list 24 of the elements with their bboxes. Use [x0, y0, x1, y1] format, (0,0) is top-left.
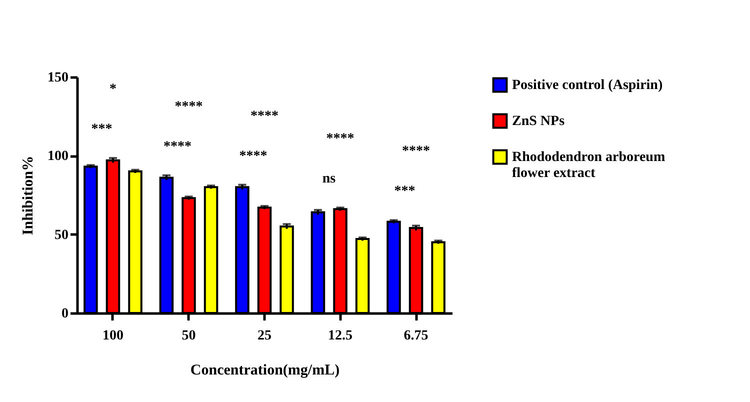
x-tick-label: 100 — [102, 328, 124, 344]
legend-label: Positive control (Aspirin) — [512, 78, 663, 93]
y-tick-label: 50 — [54, 228, 68, 243]
x-tick-label: 25 — [258, 328, 272, 344]
annotation: **** — [402, 144, 430, 160]
annotation: **** — [239, 148, 268, 164]
x-tick-label: 6.75 — [404, 328, 428, 344]
annotation: **** — [163, 139, 192, 154]
annotation: ns — [322, 172, 336, 187]
legend-label: Rhododendron arboreum flower extract — [512, 150, 666, 181]
legend-label: ZnS NPs — [512, 114, 566, 129]
x-tick-label: 50 — [182, 328, 196, 344]
annotation: *** — [394, 184, 416, 200]
y-tick-label: 0 — [62, 306, 68, 322]
y-axis-title: Inhibition% — [20, 156, 36, 236]
x-axis-title: Concentration(mg/mL) — [190, 362, 340, 378]
annotation: **** — [174, 99, 203, 114]
x-tick-label: 12.5 — [328, 328, 353, 344]
annotation: **** — [326, 132, 354, 147]
annotation: * — [109, 82, 116, 98]
annotation: **** — [250, 108, 278, 124]
y-tick-label: 150 — [48, 70, 68, 86]
y-tick-label: 100 — [48, 149, 68, 164]
annotation: *** — [91, 122, 112, 138]
